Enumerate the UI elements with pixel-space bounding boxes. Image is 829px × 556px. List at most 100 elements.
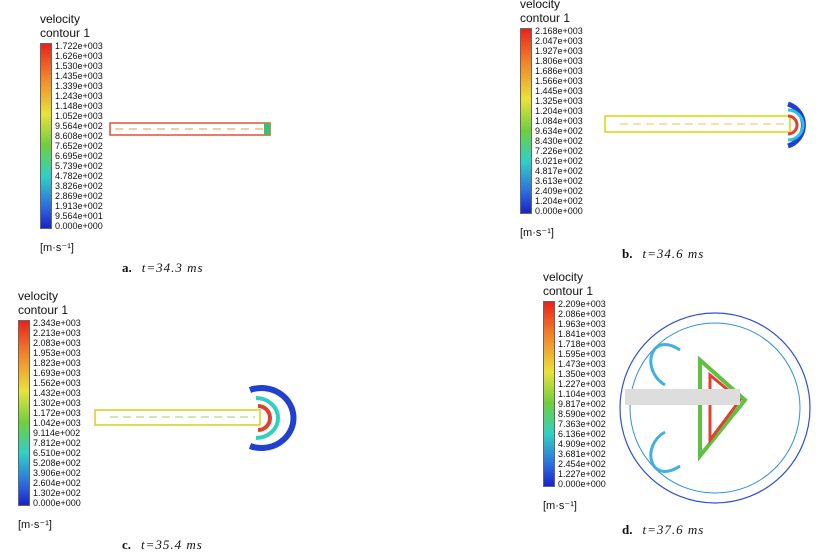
scale-label: 1.626e+003 bbox=[55, 51, 103, 61]
colorbar bbox=[40, 43, 52, 229]
scale-label: 6.510e+002 bbox=[33, 448, 81, 458]
scale-label: 1.172e+003 bbox=[33, 408, 81, 418]
scale-label: 0.000e+000 bbox=[535, 206, 583, 216]
scale-label: 2.213e+003 bbox=[33, 328, 81, 338]
plot-a bbox=[109, 122, 271, 136]
scale-label: 1.302e+003 bbox=[33, 398, 81, 408]
unit-label: [m·s⁻¹] bbox=[18, 519, 52, 531]
scale-label: 1.052e+003 bbox=[55, 111, 103, 121]
scale-label: 1.204e+002 bbox=[535, 196, 583, 206]
caption-label: b. bbox=[622, 246, 633, 261]
scale-label: 1.204e+003 bbox=[535, 106, 583, 116]
scale-label: 8.590e+002 bbox=[558, 409, 606, 419]
scale-label: 1.432e+003 bbox=[33, 388, 81, 398]
scale-label: 1.953e+003 bbox=[33, 348, 81, 358]
scale-label: 0.000e+000 bbox=[55, 221, 103, 231]
caption-time: t=37.6 ms bbox=[642, 522, 705, 537]
scale-label: 9.634e+002 bbox=[535, 126, 583, 136]
scale-label: 1.104e+003 bbox=[558, 389, 606, 399]
caption-label: c. bbox=[122, 537, 132, 552]
scale-label: 1.806e+003 bbox=[535, 56, 583, 66]
caption: c. t=35.4 ms bbox=[122, 537, 203, 553]
caption: d. t=37.6 ms bbox=[622, 522, 704, 538]
scale-label: 4.909e+002 bbox=[558, 439, 606, 449]
scale-label: 1.042e+003 bbox=[33, 418, 81, 428]
scale-label: 1.302e+002 bbox=[33, 488, 81, 498]
scale-label: 4.817e+002 bbox=[535, 166, 583, 176]
scale-label: 6.021e+002 bbox=[535, 156, 583, 166]
scale-label: 3.906e+002 bbox=[33, 468, 81, 478]
caption-time: t=35.4 ms bbox=[141, 537, 203, 552]
scale-label: 1.718e+003 bbox=[558, 339, 606, 349]
unit-label: [m·s⁻¹] bbox=[40, 242, 74, 254]
scale-label: 1.148e+003 bbox=[55, 101, 103, 111]
scale-label: 9.817e+002 bbox=[558, 399, 606, 409]
scale-label: 1.227e+003 bbox=[558, 379, 606, 389]
scale-label: 5.739e+002 bbox=[55, 161, 103, 171]
scale-label: 1.823e+003 bbox=[33, 358, 81, 368]
scale-label: 0.000e+000 bbox=[558, 479, 606, 489]
caption: b. t=34.6 ms bbox=[622, 246, 704, 262]
caption-time: t=34.3 ms bbox=[141, 260, 204, 275]
scale-label: 3.826e+002 bbox=[55, 181, 103, 191]
colorbar bbox=[520, 28, 532, 214]
scale-label: 3.613e+002 bbox=[535, 176, 583, 186]
scale-label: 1.722e+003 bbox=[55, 41, 103, 51]
scale-label: 1.841e+003 bbox=[558, 329, 606, 339]
scale-label: 1.350e+003 bbox=[558, 369, 606, 379]
scale-label: 1.963e+003 bbox=[558, 319, 606, 329]
scale-label: 2.869e+002 bbox=[55, 191, 103, 201]
legend-title: contour 1 bbox=[18, 303, 69, 317]
scale-label: 1.445e+003 bbox=[535, 86, 583, 96]
scale-label: 2.083e+003 bbox=[33, 338, 81, 348]
scale-label: 7.812e+002 bbox=[33, 438, 81, 448]
scale-label: 9.114e+002 bbox=[33, 428, 81, 438]
legend-title: velocity bbox=[520, 0, 561, 11]
scale-label: 1.339e+003 bbox=[55, 81, 103, 91]
scale-label: 1.566e+003 bbox=[535, 76, 583, 86]
scale-label: 2.409e+002 bbox=[535, 186, 583, 196]
scale-label: 1.927e+003 bbox=[535, 46, 583, 56]
scale-label: 8.430e+002 bbox=[535, 136, 583, 146]
caption-time: t=34.6 ms bbox=[642, 246, 705, 261]
scale-label: 7.226e+002 bbox=[535, 146, 583, 156]
legend-title: contour 1 bbox=[543, 284, 594, 298]
plot-b bbox=[604, 101, 806, 149]
scale-label: 8.608e+002 bbox=[55, 131, 103, 141]
scale-label: 1.913e+002 bbox=[55, 201, 103, 211]
caption-label: d. bbox=[622, 522, 633, 537]
scale-label: 1.473e+003 bbox=[558, 359, 606, 369]
scale-label: 7.363e+002 bbox=[558, 419, 606, 429]
scale-label: 7.652e+002 bbox=[55, 141, 103, 151]
scale-label: 1.227e+002 bbox=[558, 469, 606, 479]
scale-label: 6.136e+002 bbox=[558, 429, 606, 439]
scale-label: 3.681e+002 bbox=[558, 449, 606, 459]
scale-label: 1.562e+003 bbox=[33, 378, 81, 388]
scale-label: 5.208e+002 bbox=[33, 458, 81, 468]
scale-label: 9.564e+001 bbox=[55, 211, 103, 221]
scale-label: 1.325e+003 bbox=[535, 96, 583, 106]
scale-label: 1.435e+003 bbox=[55, 71, 103, 81]
colorbar bbox=[18, 320, 30, 506]
plot-c bbox=[94, 385, 297, 451]
scale-label: 2.086e+003 bbox=[558, 309, 606, 319]
caption-label: a. bbox=[122, 260, 132, 275]
scale-label: 1.530e+003 bbox=[55, 61, 103, 71]
scale-label: 2.209e+003 bbox=[558, 299, 606, 309]
scale-label: 0.000e+000 bbox=[33, 498, 81, 508]
unit-label: [m·s⁻¹] bbox=[543, 500, 577, 512]
scale-label: 1.243e+003 bbox=[55, 91, 103, 101]
scale-label: 2.454e+002 bbox=[558, 459, 606, 469]
caption: a. t=34.3 ms bbox=[122, 260, 204, 276]
scale-label: 1.595e+003 bbox=[558, 349, 606, 359]
scale-label: 1.693e+003 bbox=[33, 368, 81, 378]
scale-label: 2.047e+003 bbox=[535, 36, 583, 46]
scale-label: 1.084e+003 bbox=[535, 116, 583, 126]
unit-label: [m·s⁻¹] bbox=[520, 227, 554, 239]
scale-label: 2.604e+002 bbox=[33, 478, 81, 488]
scale-label: 2.168e+003 bbox=[535, 26, 583, 36]
scale-label: 9.564e+002 bbox=[55, 121, 103, 131]
scale-label: 4.782e+002 bbox=[55, 171, 103, 181]
